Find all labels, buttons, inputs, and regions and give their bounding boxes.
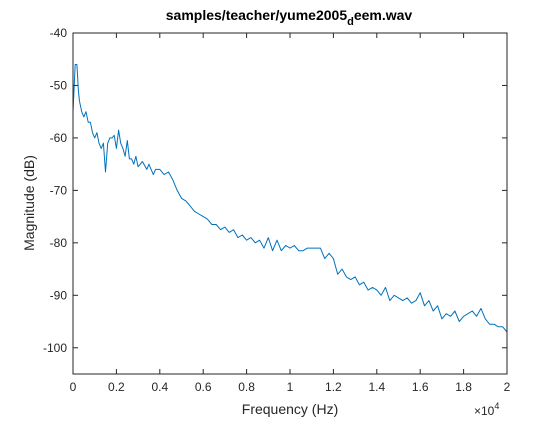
x-axis-label: Frequency (Hz) <box>242 401 338 417</box>
x-tick-label: 1.2 <box>325 380 342 394</box>
y-tick-label: -50 <box>50 78 68 92</box>
series-line <box>72 64 508 333</box>
x-exponent-base: ×10 <box>474 404 495 418</box>
chart-title-subscript: d <box>347 16 354 28</box>
y-tick-labels: -40 -50 -60 -70 -80 -90 -100 <box>43 26 67 355</box>
chart-title-main: samples/teacher/yume2005 <box>166 7 348 23</box>
y-tick-label: -40 <box>50 26 68 40</box>
series-layer <box>72 64 508 333</box>
x-tick-label: 0 <box>70 380 77 394</box>
x-tick-label: 0.6 <box>195 380 212 394</box>
y-tick-label: -70 <box>50 183 68 197</box>
x-tick-label: 1.8 <box>455 380 472 394</box>
x-tick-label: 1.6 <box>412 380 429 394</box>
x-exponent-power: 4 <box>494 401 499 411</box>
x-tick-labels: 0 0.2 0.4 0.6 0.8 1 1.2 1.4 1.6 1.8 2 <box>70 380 511 394</box>
y-tick-label: -90 <box>50 288 68 302</box>
chart-title: samples/teacher/yume2005deem.wav <box>166 7 413 28</box>
x-exponent-label: ×104 <box>474 401 499 418</box>
plot-frame <box>72 32 508 375</box>
y-tick-label: -80 <box>50 236 68 250</box>
x-tick-label: 0.8 <box>238 380 255 394</box>
x-tick-label: 1 <box>287 380 294 394</box>
y-tick-label: -60 <box>50 131 68 145</box>
y-tick-label: -100 <box>43 341 67 355</box>
plot-area <box>73 33 507 374</box>
x-tick-label: 0.4 <box>151 380 168 394</box>
x-tick-label: 0.2 <box>108 380 125 394</box>
y-axis-label: Magnitude (dB) <box>21 155 37 251</box>
chart-title-rest: eem.wav <box>354 7 413 23</box>
x-tick-label: 1.4 <box>368 380 385 394</box>
x-tick-label: 2 <box>504 380 511 394</box>
